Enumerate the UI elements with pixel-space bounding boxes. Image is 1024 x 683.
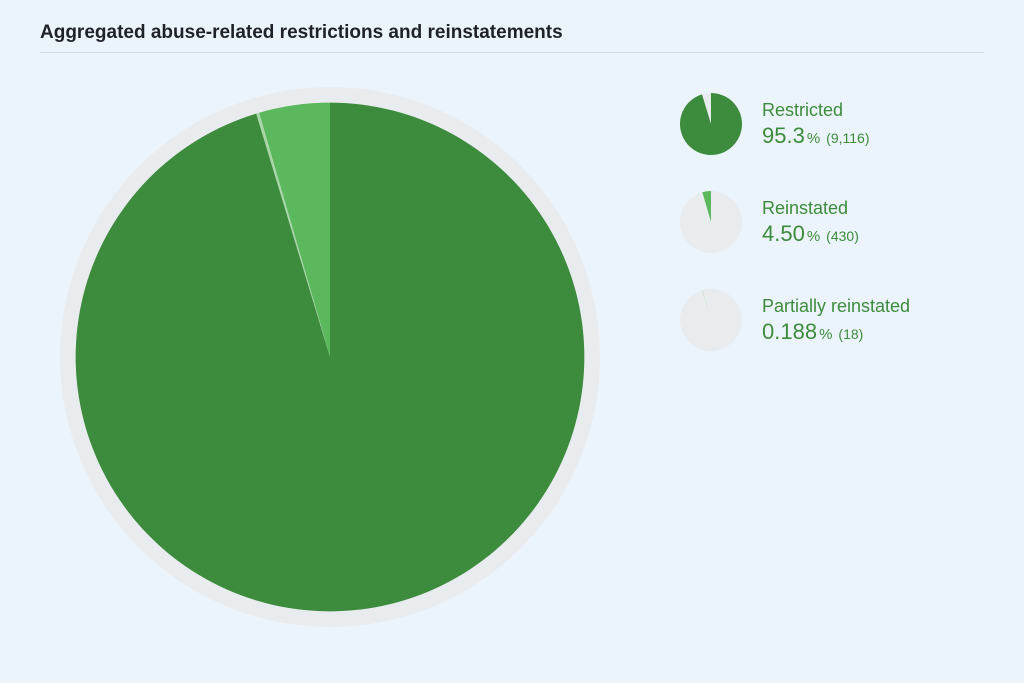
legend-count: (18) <box>838 326 863 344</box>
legend-text-restricted: Restricted95.3% (9,116) <box>762 99 870 149</box>
legend-item-partial: Partially reinstated0.188% (18) <box>680 289 910 351</box>
legend-count: (9,116) <box>826 130 869 148</box>
legend-mini-pie-restricted <box>680 93 742 155</box>
legend-text-partial: Partially reinstated0.188% (18) <box>762 295 910 345</box>
chart-content: Restricted95.3% (9,116) Reinstated4.50% (43… <box>40 87 984 627</box>
legend-percent: 4.50 <box>762 220 805 248</box>
legend-mini-pie-partial <box>680 289 742 351</box>
main-pie-holder <box>60 87 600 627</box>
legend-percent-sign: % <box>807 228 820 247</box>
legend: Restricted95.3% (9,116) Reinstated4.50% (43… <box>680 93 910 351</box>
legend-text-reinstated: Reinstated4.50% (430) <box>762 197 859 247</box>
legend-label: Partially reinstated <box>762 295 910 318</box>
legend-label: Restricted <box>762 99 870 122</box>
legend-item-reinstated: Reinstated4.50% (430) <box>680 191 910 253</box>
chart-page: Aggregated abuse-related restrictions an… <box>0 0 1024 683</box>
legend-count: (430) <box>826 228 859 246</box>
legend-percent-sign: % <box>807 130 820 149</box>
legend-value: 0.188% (18) <box>762 318 910 346</box>
legend-item-restricted: Restricted95.3% (9,116) <box>680 93 910 155</box>
legend-percent: 95.3 <box>762 122 805 150</box>
chart-title: Aggregated abuse-related restrictions an… <box>40 22 984 53</box>
main-pie-chart <box>60 87 600 627</box>
legend-value: 95.3% (9,116) <box>762 122 870 150</box>
legend-mini-pie-reinstated <box>680 191 742 253</box>
legend-percent: 0.188 <box>762 318 817 346</box>
legend-value: 4.50% (430) <box>762 220 859 248</box>
legend-label: Reinstated <box>762 197 859 220</box>
legend-percent-sign: % <box>819 326 832 345</box>
